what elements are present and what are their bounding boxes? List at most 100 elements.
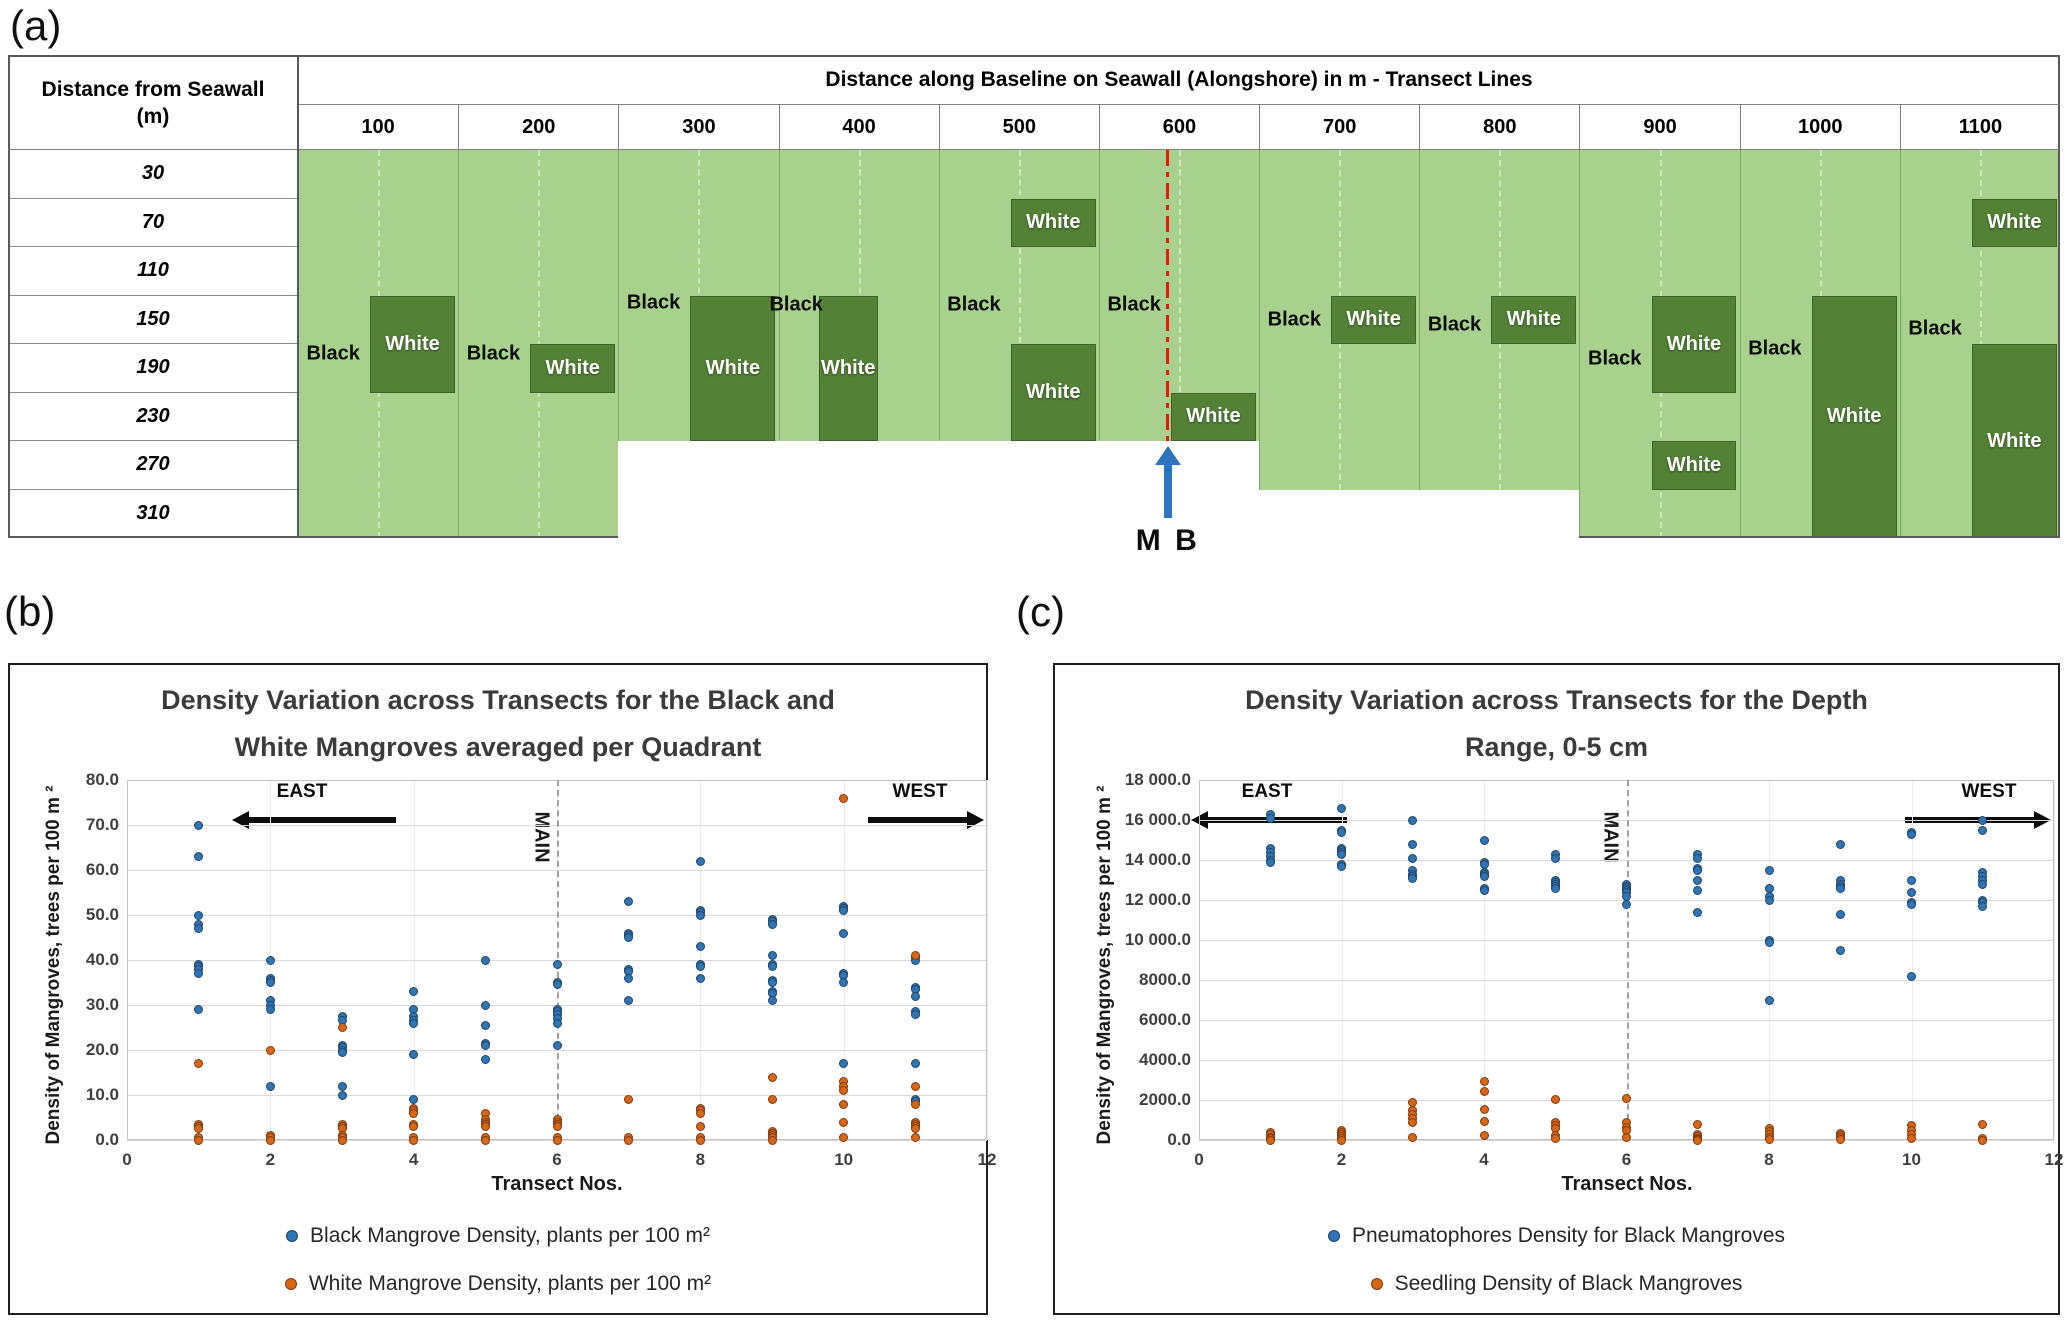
transect-header-500: 500 xyxy=(938,105,1099,150)
data-point-orange xyxy=(337,1135,347,1145)
data-point-orange xyxy=(1337,1135,1346,1145)
x-tick-label-0: 0 xyxy=(122,1150,132,1169)
data-point-blue xyxy=(194,852,204,861)
y-tick-label-1: 16 000.0 xyxy=(1124,810,1191,829)
east-label: EAST xyxy=(1241,781,1293,802)
v-gridline xyxy=(2054,780,2055,1140)
data-point-blue xyxy=(1693,875,1703,885)
data-point-blue xyxy=(265,978,275,987)
y-tick-label-8: 2000.0 xyxy=(1139,1090,1191,1109)
data-point-orange xyxy=(1408,1117,1418,1127)
data-point-orange xyxy=(194,1124,204,1134)
data-point-orange xyxy=(1550,1094,1560,1104)
data-point-blue xyxy=(1907,899,1916,909)
x-tick-label-10: 10 xyxy=(834,1150,854,1169)
data-point-blue xyxy=(1764,995,1774,1005)
data-point-blue xyxy=(910,991,920,1001)
header-divider xyxy=(298,104,2060,105)
data-point-blue xyxy=(1693,853,1703,863)
data-point-orange xyxy=(624,1095,634,1104)
data-point-blue xyxy=(1978,901,1988,911)
data-point-blue xyxy=(194,820,204,830)
table-bottom-border xyxy=(1899,536,2060,538)
x-tick-label-12: 12 xyxy=(977,1150,997,1169)
panel-c-legend: Pneumatophores Density for Black Mangrov… xyxy=(1055,1219,2058,1315)
data-point-orange xyxy=(1265,1135,1275,1145)
white-mangrove-zone-300-0: White xyxy=(690,295,776,441)
data-point-orange xyxy=(1479,1076,1489,1086)
data-point-blue xyxy=(910,1059,920,1068)
v-gridline xyxy=(987,780,988,1140)
transect-header-200: 200 xyxy=(458,105,618,150)
alongshore-header: Distance along Baseline on Seawall (Alon… xyxy=(825,68,1533,91)
white-mangrove-zone-700-0: White xyxy=(1331,295,1417,344)
data-point-orange xyxy=(1479,1130,1489,1140)
east-arrow-icon xyxy=(232,811,396,829)
data-point-blue xyxy=(767,919,777,929)
data-point-blue xyxy=(1622,899,1631,909)
data-point-orange xyxy=(265,1135,275,1145)
data-point-blue xyxy=(1479,835,1489,845)
y-tick-label-3: 50.0 xyxy=(85,905,119,924)
mb-reference-line xyxy=(1166,150,1170,441)
data-point-blue xyxy=(624,933,634,942)
y-tick-label-9: 0.0 xyxy=(1167,1130,1191,1149)
y-tick-label-1: 70.0 xyxy=(85,815,119,834)
data-point-blue xyxy=(1907,875,1916,885)
data-point-blue xyxy=(265,955,275,965)
data-point-orange xyxy=(1764,1134,1774,1144)
table-bottom-border xyxy=(1579,536,1740,538)
data-point-orange xyxy=(1550,1133,1560,1143)
black-mangrove-label-700: Black xyxy=(1267,308,1322,331)
panel-b-x-axis-label: Transect Nos. xyxy=(491,1173,623,1195)
data-point-orange xyxy=(910,1124,920,1134)
data-point-blue xyxy=(480,1000,490,1010)
v-gridline xyxy=(1484,780,1485,1140)
legend-dot-orange xyxy=(1370,1278,1383,1290)
data-point-blue xyxy=(1265,857,1275,867)
table-left-border xyxy=(8,55,10,538)
v-gridline xyxy=(1911,780,1913,1140)
data-point-orange xyxy=(624,1135,634,1145)
data-point-orange xyxy=(1622,1132,1631,1142)
transect-header-900: 900 xyxy=(1579,105,1739,150)
y-tick-label-0: 18 000.0 xyxy=(1124,770,1191,789)
black-mangrove-label-400: Black xyxy=(769,293,823,316)
seawall-transect-table: Distance from Seawall (m) Distance along… xyxy=(8,55,2060,538)
data-point-blue xyxy=(1337,803,1346,813)
data-point-blue xyxy=(1764,895,1774,905)
data-point-orange xyxy=(1907,1133,1916,1143)
black-mangrove-label-1100: Black xyxy=(1908,317,1962,340)
panel-b-title-line2: White Mangroves averaged per Quadrant xyxy=(234,732,762,762)
mb-arrow-shaft xyxy=(1163,463,1172,518)
white-mangrove-zone-100-0: White xyxy=(370,295,455,393)
white-mangrove-zone-800-0: White xyxy=(1491,295,1577,344)
data-point-orange xyxy=(839,1086,849,1095)
data-point-orange xyxy=(910,1133,920,1143)
data-point-blue xyxy=(1479,871,1489,881)
transect-header-600: 600 xyxy=(1098,105,1259,150)
legend-label: Seedling Density of Black Mangroves xyxy=(1394,1272,1743,1295)
panel-b-legend: Black Mangrove Density, plants per 100 m… xyxy=(10,1219,986,1315)
data-point-blue xyxy=(1693,865,1703,875)
white-mangrove-zone-1100-1: White xyxy=(1971,344,2057,538)
data-point-blue xyxy=(194,924,204,933)
legend-item-white-mangrove: White Mangrove Density, plants per 100 m… xyxy=(10,1267,986,1301)
white-mangrove-zone-400-0: White xyxy=(818,295,878,441)
data-point-blue xyxy=(1835,883,1845,893)
data-point-orange xyxy=(1408,1132,1418,1142)
transect-header-1100: 1100 xyxy=(1899,105,2060,150)
y-tick-label-4: 10 000.0 xyxy=(1124,930,1191,949)
row-label-310: 310 xyxy=(136,502,170,525)
data-point-orange xyxy=(839,793,849,803)
data-point-blue xyxy=(1693,907,1703,917)
data-point-blue xyxy=(1835,839,1845,849)
row-label-190: 190 xyxy=(8,344,298,393)
v-gridline xyxy=(1341,780,1343,1140)
data-point-orange xyxy=(695,1108,705,1118)
data-point-blue xyxy=(1693,885,1703,895)
data-point-orange xyxy=(767,1135,777,1145)
data-point-blue xyxy=(1764,937,1774,947)
data-point-orange xyxy=(265,1045,275,1055)
